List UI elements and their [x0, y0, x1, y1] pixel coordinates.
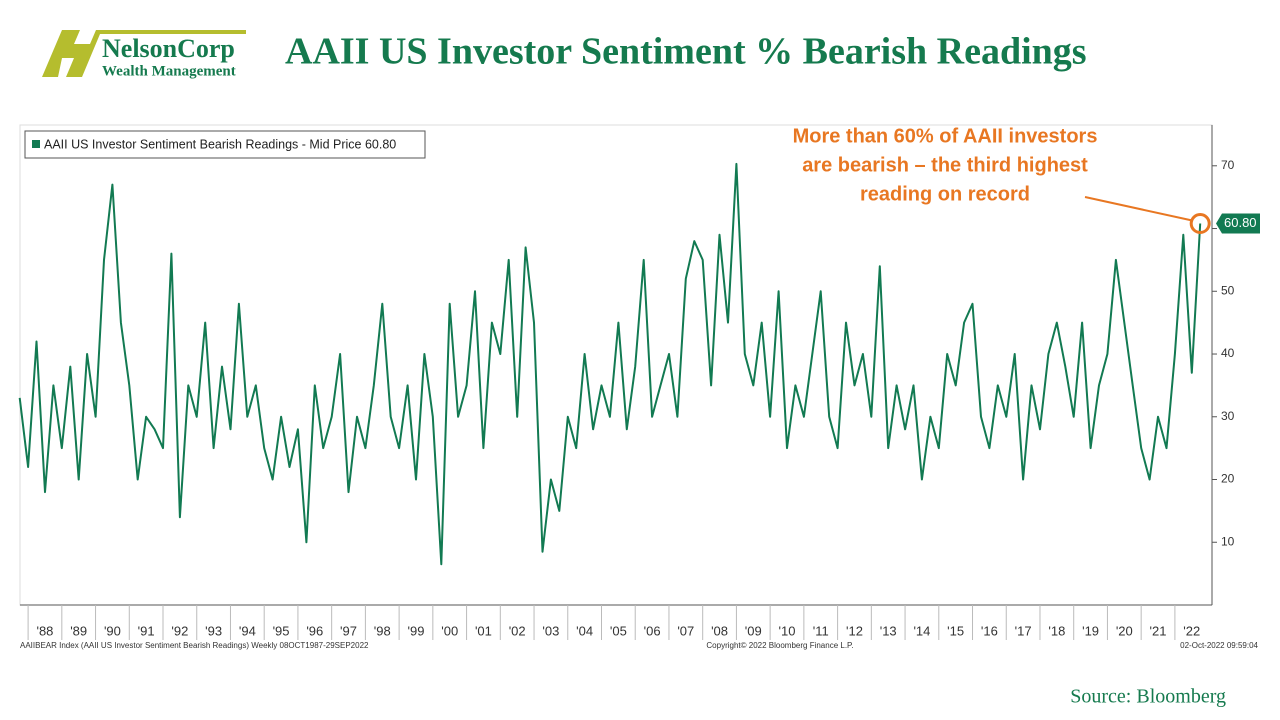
annotation-arrow — [1084, 196, 1193, 222]
y-tick-label: 30 — [1221, 409, 1235, 423]
y-tick-label: 70 — [1221, 158, 1235, 172]
legend-label: AAII US Investor Sentiment Bearish Readi… — [44, 137, 396, 151]
annotation: are bearish – the third highest — [802, 154, 1088, 176]
x-tick-label: '03 — [542, 623, 559, 638]
plot-area — [19, 124, 1213, 606]
x-tick-label: '19 — [1082, 623, 1099, 638]
x-tick-label: '92 — [171, 623, 188, 638]
footer-right: 02-Oct-2022 09:59:04 — [1180, 641, 1258, 650]
x-tick-label: '09 — [745, 623, 762, 638]
x-tick-label: '18 — [1048, 623, 1065, 638]
x-tick-label: '08 — [711, 623, 728, 638]
footer-left: AAIIBEAR Index (AAII US Investor Sentime… — [20, 641, 369, 650]
x-tick-label: '97 — [340, 623, 357, 638]
x-tick-label: '05 — [610, 623, 627, 638]
x-tick-label: '13 — [880, 623, 897, 638]
legend-swatch — [32, 140, 40, 148]
x-tick-label: '11 — [813, 623, 829, 638]
annotation: reading on record — [860, 183, 1030, 205]
annotation: More than 60% of AAII investors — [793, 125, 1098, 147]
x-tick-label: '15 — [947, 623, 964, 638]
x-tick-label: '88 — [36, 623, 53, 638]
x-tick-label: '06 — [644, 623, 661, 638]
x-tick-label: '01 — [475, 623, 492, 638]
footer-center: Copyright© 2022 Bloomberg Finance L.P. — [706, 641, 853, 650]
last-value-tag — [1216, 213, 1260, 234]
x-tick-label: '12 — [846, 623, 863, 638]
logo-tagline: Wealth Management — [102, 63, 236, 79]
chart-title: AAII US Investor Sentiment % Bearish Rea… — [285, 31, 1087, 73]
x-tick-label: '95 — [273, 623, 290, 638]
x-tick-label: '90 — [104, 623, 121, 638]
highlight-circle — [1189, 213, 1211, 235]
x-tick-label: '94 — [239, 623, 256, 638]
x-tick-label: '22 — [1183, 623, 1200, 638]
y-tick-label: 20 — [1221, 472, 1235, 486]
logo-name: NelsonCorp — [102, 34, 235, 63]
y-tick-label: 10 — [1221, 534, 1235, 548]
y-tick-label: 40 — [1221, 346, 1235, 360]
y-tick-label: 50 — [1221, 283, 1235, 297]
x-tick-label: '00 — [441, 623, 458, 638]
legend-box — [24, 130, 426, 159]
x-tick-label: '96 — [306, 623, 323, 638]
series-line — [18, 162, 1202, 566]
source: Source: Bloomberg — [1070, 686, 1226, 708]
x-tick-label: '02 — [509, 623, 526, 638]
logo-mark — [42, 30, 246, 77]
x-tick-label: '93 — [205, 623, 222, 638]
x-tick-label: '89 — [70, 623, 87, 638]
x-tick-label: '21 — [1150, 623, 1167, 638]
x-tick-label: '14 — [913, 623, 930, 638]
x-tick-label: '91 — [138, 623, 155, 638]
x-tick-label: '20 — [1116, 623, 1133, 638]
x-tick-label: '99 — [408, 623, 425, 638]
x-tick-label: '17 — [1015, 623, 1032, 638]
last-value-label: 60.80 — [1224, 215, 1257, 230]
x-tick-label: '04 — [576, 623, 593, 638]
x-tick-label: '10 — [779, 623, 796, 638]
x-tick-label: '98 — [374, 623, 391, 638]
x-tick-label: '16 — [981, 623, 998, 638]
x-tick-label: '07 — [677, 623, 694, 638]
